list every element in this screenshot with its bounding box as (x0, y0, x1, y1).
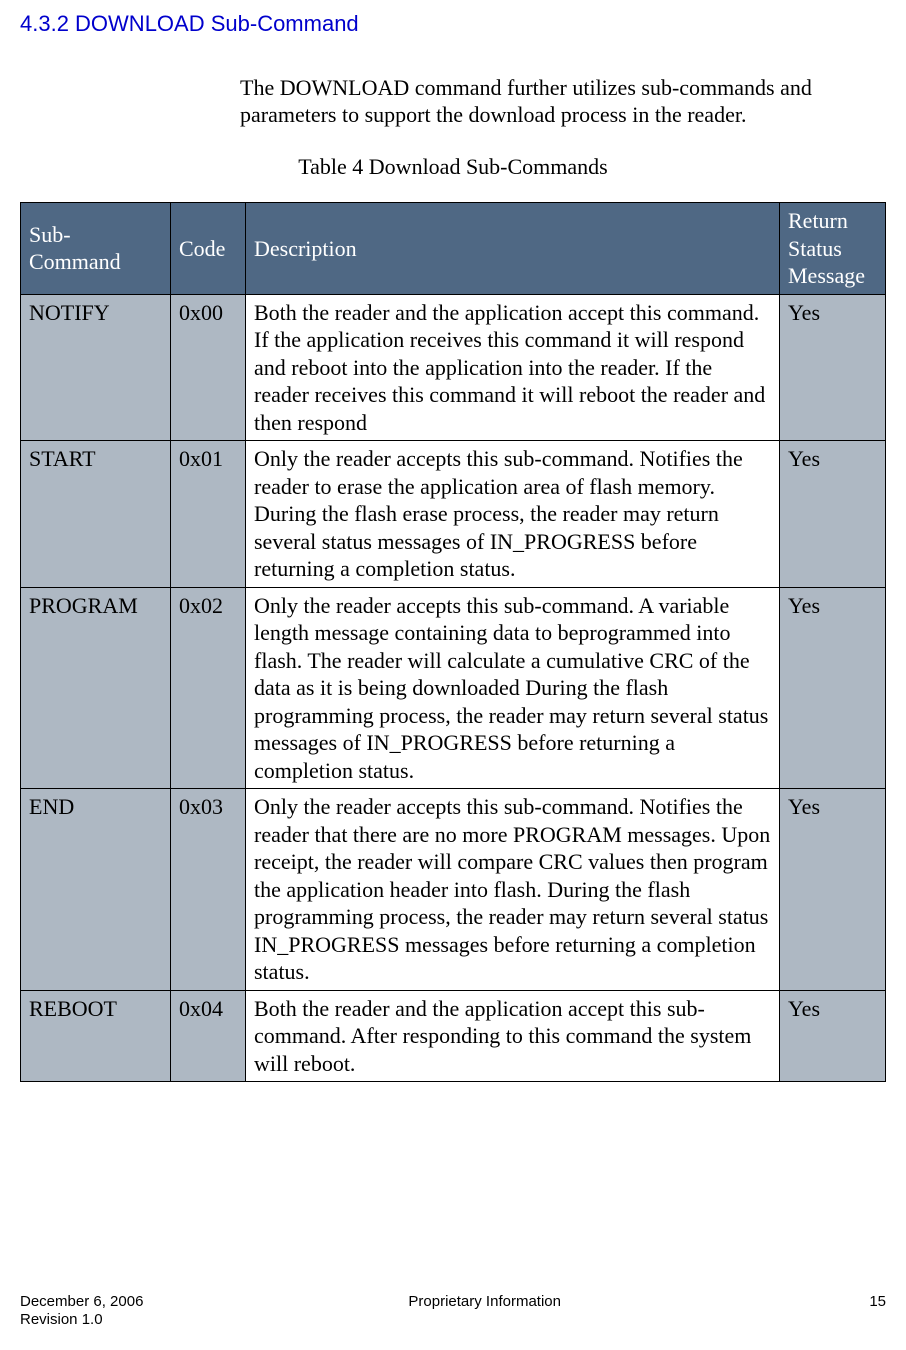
table-row: NOTIFY 0x00 Both the reader and the appl… (21, 294, 886, 441)
section-heading: 4.3.2 DOWNLOAD Sub-Command (20, 10, 886, 38)
cell-ret: Yes (780, 587, 886, 789)
table-row: END 0x03 Only the reader accepts this su… (21, 789, 886, 991)
cell-desc: Only the reader accepts this sub-command… (246, 587, 780, 789)
col-return: Return Status Message (780, 203, 886, 295)
cell-ret: Yes (780, 294, 886, 441)
col-description: Description (246, 203, 780, 295)
cell-ret: Yes (780, 990, 886, 1082)
footer-center: Proprietary Information (143, 1293, 826, 1312)
page: 4.3.2 DOWNLOAD Sub-Command The DOWNLOAD … (0, 0, 906, 1350)
cell-ret: Yes (780, 441, 886, 588)
cell-ret: Yes (780, 789, 886, 991)
cell-code: 0x03 (171, 789, 246, 991)
footer-date: December 6, 2006 (20, 1293, 143, 1312)
col-code: Code (171, 203, 246, 295)
table-row: PROGRAM 0x02 Only the reader accepts thi… (21, 587, 886, 789)
cell-code: 0x00 (171, 294, 246, 441)
table-row: REBOOT 0x04 Both the reader and the appl… (21, 990, 886, 1082)
cell-code: 0x01 (171, 441, 246, 588)
cell-sub: PROGRAM (21, 587, 171, 789)
cell-sub: REBOOT (21, 990, 171, 1082)
cell-sub: END (21, 789, 171, 991)
cell-sub: NOTIFY (21, 294, 171, 441)
cell-code: 0x04 (171, 990, 246, 1082)
cell-desc: Only the reader accepts this sub-command… (246, 789, 780, 991)
cell-desc: Only the reader accepts this sub-command… (246, 441, 780, 588)
col-sub-command: Sub-Command (21, 203, 171, 295)
footer-page: 15 (826, 1293, 886, 1312)
intro-paragraph: The DOWNLOAD command further utilizes su… (240, 74, 856, 129)
cell-desc: Both the reader and the application acce… (246, 294, 780, 441)
table-row: START 0x01 Only the reader accepts this … (21, 441, 886, 588)
sub-commands-table: Sub-Command Code Description Return Stat… (20, 202, 886, 1082)
page-footer: December 6, 2006 Revision 1.0 Proprietar… (20, 1293, 886, 1331)
footer-revision: Revision 1.0 (20, 1311, 143, 1330)
cell-code: 0x02 (171, 587, 246, 789)
table-header-row: Sub-Command Code Description Return Stat… (21, 203, 886, 295)
table-caption: Table 4 Download Sub-Commands (20, 153, 886, 181)
cell-sub: START (21, 441, 171, 588)
cell-desc: Both the reader and the application acce… (246, 990, 780, 1082)
